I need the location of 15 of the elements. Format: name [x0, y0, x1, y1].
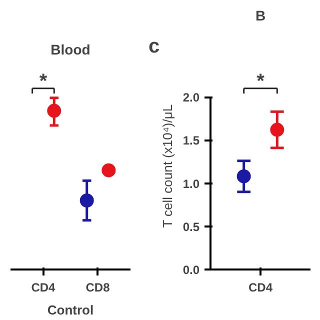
- y-tick-label: 2.0: [182, 90, 200, 104]
- x-tick-label: CD8: [86, 280, 110, 294]
- y-tick-label: 0.0: [182, 263, 200, 277]
- chart-title: Blood: [50, 42, 90, 58]
- x-tick-label: CD4: [248, 280, 273, 294]
- y-tick-label: 0.5: [182, 220, 200, 234]
- text: *: [39, 70, 48, 92]
- y-axis-title: T cell count (x10⁴)/μL: [160, 104, 175, 228]
- chart-title: B: [255, 8, 266, 24]
- x-axis-title: Control: [47, 302, 94, 318]
- text: *: [256, 70, 265, 92]
- x-tick-label: CD4: [31, 280, 56, 294]
- y-tick-label: 1.5: [182, 134, 200, 148]
- y-tick-label: 1.0: [182, 176, 200, 191]
- text: c: [148, 36, 160, 58]
